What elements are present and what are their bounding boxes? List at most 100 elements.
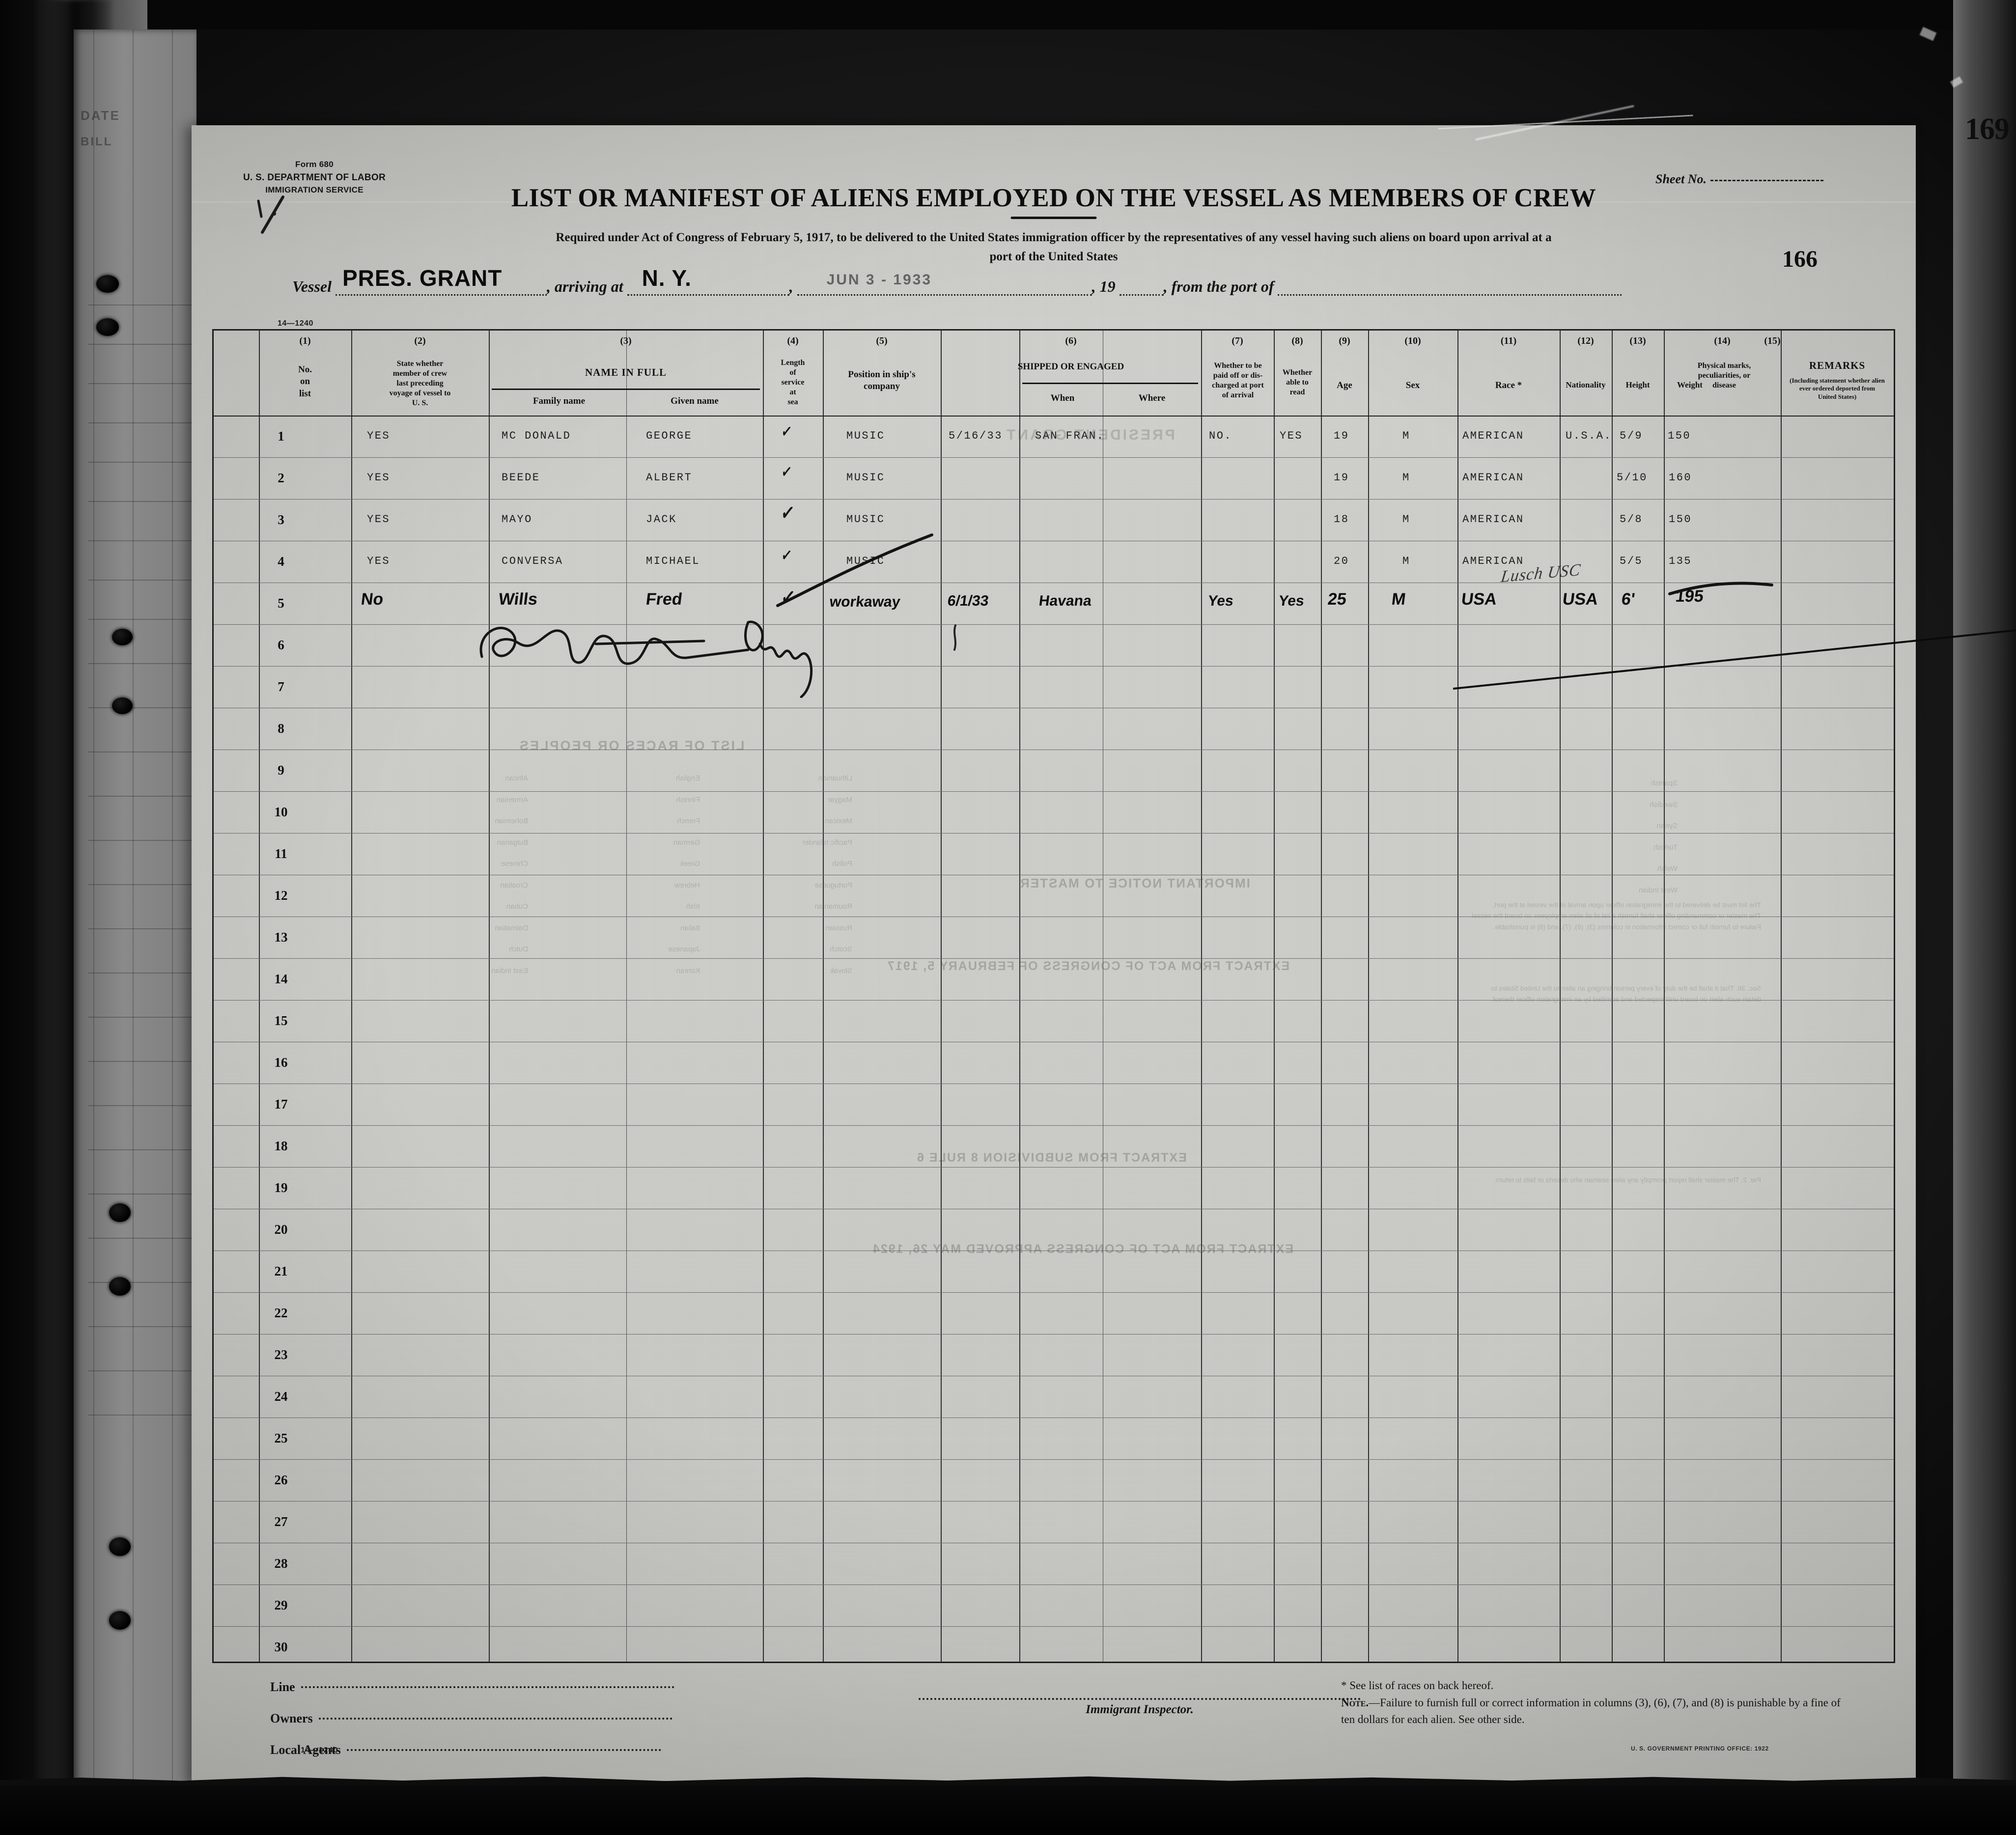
row-number: 19 (274, 1180, 288, 1195)
row-number: 9 (278, 763, 284, 778)
row-number: 21 (274, 1264, 288, 1279)
row-number: 18 (274, 1139, 288, 1153)
binder-hole (109, 1537, 131, 1556)
subtitle-line-1: Required under Act of Congress of Februa… (556, 231, 1552, 244)
sheet-page-number: 166 (1782, 246, 1818, 272)
cell-position: MUSIC (846, 472, 885, 484)
immigrant-inspector-field[interactable]: Immigrant Inspector. (919, 1697, 1361, 1717)
table-form-micro: 14—1240 (278, 319, 313, 328)
col-header-nationality: Nationality (1566, 380, 1606, 389)
cell-weight: 195 (1674, 587, 1705, 606)
inspector-signature-line[interactable] (919, 1697, 1361, 1700)
col-header-no-on-list: No. on list (298, 364, 312, 399)
underlying-page: DATE BILL (74, 29, 196, 1817)
cell-given-name: MICHAEL (646, 555, 700, 567)
bottom-black-band (0, 1781, 2016, 1835)
row-number: 1 (278, 429, 284, 444)
binder-hole (112, 629, 133, 645)
col-header-physical-marks: Physical marks, peculiarities, or diseas… (1697, 361, 1751, 389)
cell-race: AMERICAN (1462, 430, 1524, 442)
from-port-input[interactable] (1278, 273, 1622, 296)
cell-weight: 160 (1669, 472, 1692, 484)
cell-height: 5/5 (1620, 555, 1643, 567)
length-service-check-icon: ✓ (779, 584, 797, 611)
col-num-1: (1) (299, 335, 311, 346)
cell-shipped-when: 5/16/33 (949, 430, 1003, 442)
cell-shipped-where: Havana (1038, 593, 1092, 609)
vessel-input[interactable]: PRES. GRANT (336, 265, 547, 296)
date-input[interactable]: JUN 3 - 1933 (797, 272, 1092, 296)
cell-age: 20 (1334, 555, 1349, 567)
sheet-no-field[interactable]: Sheet No. (1655, 172, 1823, 187)
col-num-15: (15) (1764, 335, 1781, 346)
year-label: , 19 (1092, 278, 1116, 295)
col-num-6: (6) (1065, 335, 1077, 346)
length-service-check-icon: ✓ (780, 421, 793, 442)
bleed-races-heading: LIST OF RACES OR PEOPLES (518, 738, 745, 753)
cell-sex: M (1402, 513, 1410, 526)
col-header-age: Age (1337, 380, 1352, 390)
binder-hole (109, 1611, 131, 1630)
arriving-label: , arriving at (547, 278, 623, 295)
cell-prior-crew: YES (367, 472, 391, 484)
year-input[interactable] (1119, 273, 1164, 296)
col-num-12: (12) (1577, 335, 1594, 346)
owners-label: Owners (270, 1711, 313, 1725)
bleed-extract-body: Sec. 36. That it shall be the duty of ev… (1491, 984, 1761, 1003)
cell-height: 5/8 (1620, 513, 1643, 526)
service-name: IMMIGRATION SERVICE (265, 185, 364, 195)
bleed-notice-heading: IMPORTANT NOTICE TO MASTER (1019, 876, 1250, 890)
owners-input[interactable] (318, 1718, 672, 1720)
row-number: 11 (275, 846, 287, 861)
vessel-label: Vessel (292, 278, 332, 295)
line-input[interactable] (301, 1686, 674, 1688)
title-underline (1010, 217, 1097, 219)
inspector-signature (479, 620, 813, 698)
cell-given-name: GEORGE (646, 430, 693, 442)
row5-descender-mark-icon (953, 624, 956, 651)
col-num-8: (8) (1291, 335, 1303, 346)
row-number: 28 (274, 1556, 288, 1571)
row-number: 6 (278, 638, 284, 652)
cell-given-name: Fred (644, 590, 684, 609)
binder-hole (109, 1277, 131, 1296)
row-number: 22 (274, 1306, 288, 1320)
col-header-remarks: REMARKS (1809, 360, 1866, 371)
col-header-shipped-when: When (1050, 393, 1075, 403)
cell-weight: 150 (1668, 430, 1691, 442)
row-number: 12 (274, 888, 288, 903)
legal-subtitle: Required under Act of Congress of Februa… (251, 228, 1857, 267)
cell-paid-off: NO. (1209, 430, 1232, 442)
col-num-5: (5) (876, 335, 888, 346)
sheet-footer: Line Owners Local Agents 14—1240 Immigra… (192, 1668, 1916, 1785)
gpo-imprint: U. S. GOVERNMENT PRINTING OFFICE: 1922 (1631, 1745, 1769, 1752)
name-in-full-rule (492, 389, 760, 390)
local-agents-input[interactable] (346, 1749, 661, 1751)
binder-hole (96, 275, 119, 293)
row-number: 8 (278, 721, 284, 736)
row-number: 16 (274, 1055, 288, 1070)
row-number: 4 (278, 554, 284, 569)
cell-family-name: Wills (497, 590, 539, 609)
row-number: 3 (278, 512, 284, 527)
line-label: Line (270, 1680, 295, 1694)
binder-hole (109, 1203, 131, 1222)
races-note: * See list of races on back hereof. (1341, 1679, 1494, 1692)
cell-age: 25 (1326, 590, 1348, 609)
row-number: 17 (274, 1097, 288, 1112)
col-header-weight: Weight (1677, 380, 1703, 389)
sheet-no-blank[interactable] (1710, 180, 1823, 181)
col-num-10: (10) (1404, 335, 1421, 346)
col-header-given-name: Given name (671, 396, 719, 406)
col-num-9: (9) (1339, 335, 1350, 346)
date-stamp: JUN 3 - 1933 (826, 272, 932, 288)
cell-race: AMERICAN (1462, 472, 1524, 484)
col-num-14: (14) (1714, 335, 1731, 346)
arriving-at-value: N. Y. (642, 265, 692, 291)
cell-position: workaway (829, 594, 901, 610)
arriving-at-input[interactable]: N. Y. (627, 265, 789, 296)
footer-form-micro: 14—1240 (301, 1746, 338, 1754)
col-header-shipped-where: Where (1138, 393, 1166, 403)
footer-notes: * See list of races on back hereof. Note… (1341, 1677, 1857, 1728)
binder-hole (112, 697, 133, 714)
